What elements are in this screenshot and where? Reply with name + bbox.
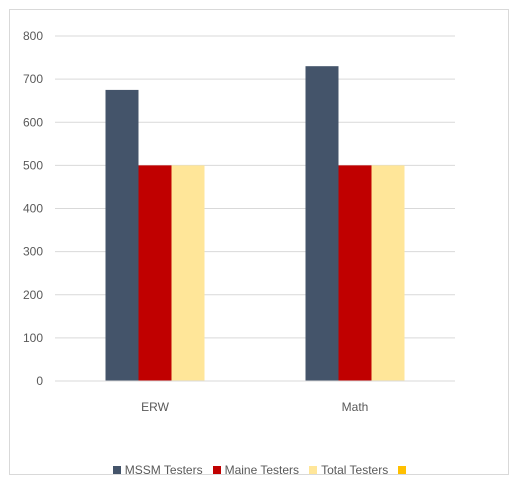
x-category-label: Math [342, 400, 369, 414]
legend-swatch [398, 466, 407, 474]
legend-item: Maine Testers [212, 463, 300, 477]
y-axis-ticks: 0 100 200 300 400 500 600 700 800 [23, 29, 43, 388]
y-tick-label: 500 [23, 158, 43, 172]
legend-swatch [112, 466, 121, 474]
y-tick-label: 0 [36, 374, 43, 388]
y-tick-label: 100 [23, 331, 43, 345]
bar-maine-testers-math [338, 165, 372, 381]
y-tick-label: 200 [23, 288, 43, 302]
legend-label: Maine Testers [224, 463, 300, 477]
x-category-label: ERW [141, 400, 169, 414]
bar-total-testers-erw [171, 165, 205, 381]
bar-mssm-testers-erw [105, 89, 139, 381]
y-tick-label: 400 [23, 202, 43, 216]
chart-frame [9, 9, 509, 475]
legend-item: Total Testers [309, 463, 388, 477]
bar-total-testers-math [371, 165, 405, 381]
legend-swatch [212, 466, 221, 474]
y-tick-label: 700 [23, 72, 43, 86]
y-tick-label: 800 [23, 29, 43, 43]
legend-label: Total Testers [321, 463, 389, 477]
bar-maine-testers-erw [138, 165, 172, 381]
bar-mssm-testers-math [305, 66, 339, 381]
legend-swatch [309, 466, 318, 474]
legend-label: MSSM Testers [124, 463, 203, 477]
x-axis-categories: ERW Math [141, 400, 368, 414]
y-tick-label: 300 [23, 245, 43, 259]
y-tick-label: 600 [23, 115, 43, 129]
legend: MSSM Testers Maine Testers Total Testers [0, 460, 519, 480]
legend-item [398, 466, 407, 474]
legend-item: MSSM Testers [112, 463, 203, 477]
bars [105, 66, 405, 381]
